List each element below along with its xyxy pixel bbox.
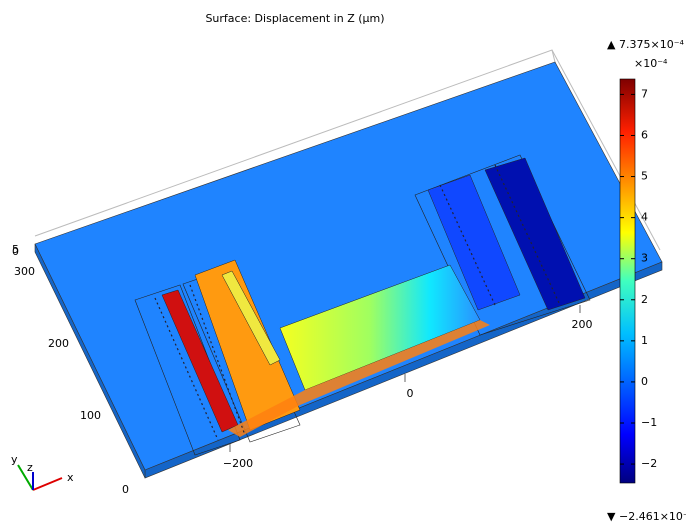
x-axis-label: 200 [572, 318, 593, 331]
colorbar-tick-label: 5 [641, 170, 648, 183]
triad-y: y [11, 453, 18, 466]
colorbar-max: 7.375×10⁻⁴ [619, 38, 685, 51]
colorbar-tick-label: −1 [641, 416, 657, 429]
y-axis-label: 300 [14, 265, 35, 278]
z-axis-label: 0 [12, 245, 19, 258]
colorbar-tick-label: 7 [641, 87, 648, 100]
colorbar-tick-label: 0 [641, 375, 648, 388]
colorbar [620, 79, 635, 483]
colorbar-tick-label: −2 [641, 457, 657, 470]
colorbar-tick-label: 2 [641, 293, 648, 306]
axis-triad: x y z [11, 453, 74, 490]
colorbar-max-arrow: ▲ [607, 38, 616, 51]
colorbar-tick-label: 1 [641, 334, 648, 347]
colorbar-min-arrow: ▼ [607, 510, 616, 523]
y-axis-label: 100 [80, 409, 101, 422]
y-axis-label: 200 [48, 337, 69, 350]
colorbar-tick-label: 6 [641, 128, 648, 141]
plot-window: Surface: Displacement in Z (µm) ▲ 7.375×… [0, 0, 686, 524]
colorbar-tick-label: 3 [641, 252, 648, 265]
x-axis-label: −200 [223, 457, 253, 470]
colorbar-min: −2.461×10⁻⁴ [619, 510, 686, 523]
x-axis-label: 0 [407, 387, 414, 400]
triad-z: z [27, 461, 33, 474]
colorbar-tick-label: 4 [641, 211, 648, 224]
y-axis-label: 0 [122, 483, 129, 496]
plot-title: Surface: Displacement in Z (µm) [205, 12, 384, 25]
triad-x: x [67, 471, 74, 484]
colorbar-multiplier: ×10⁻⁴ [634, 57, 668, 70]
